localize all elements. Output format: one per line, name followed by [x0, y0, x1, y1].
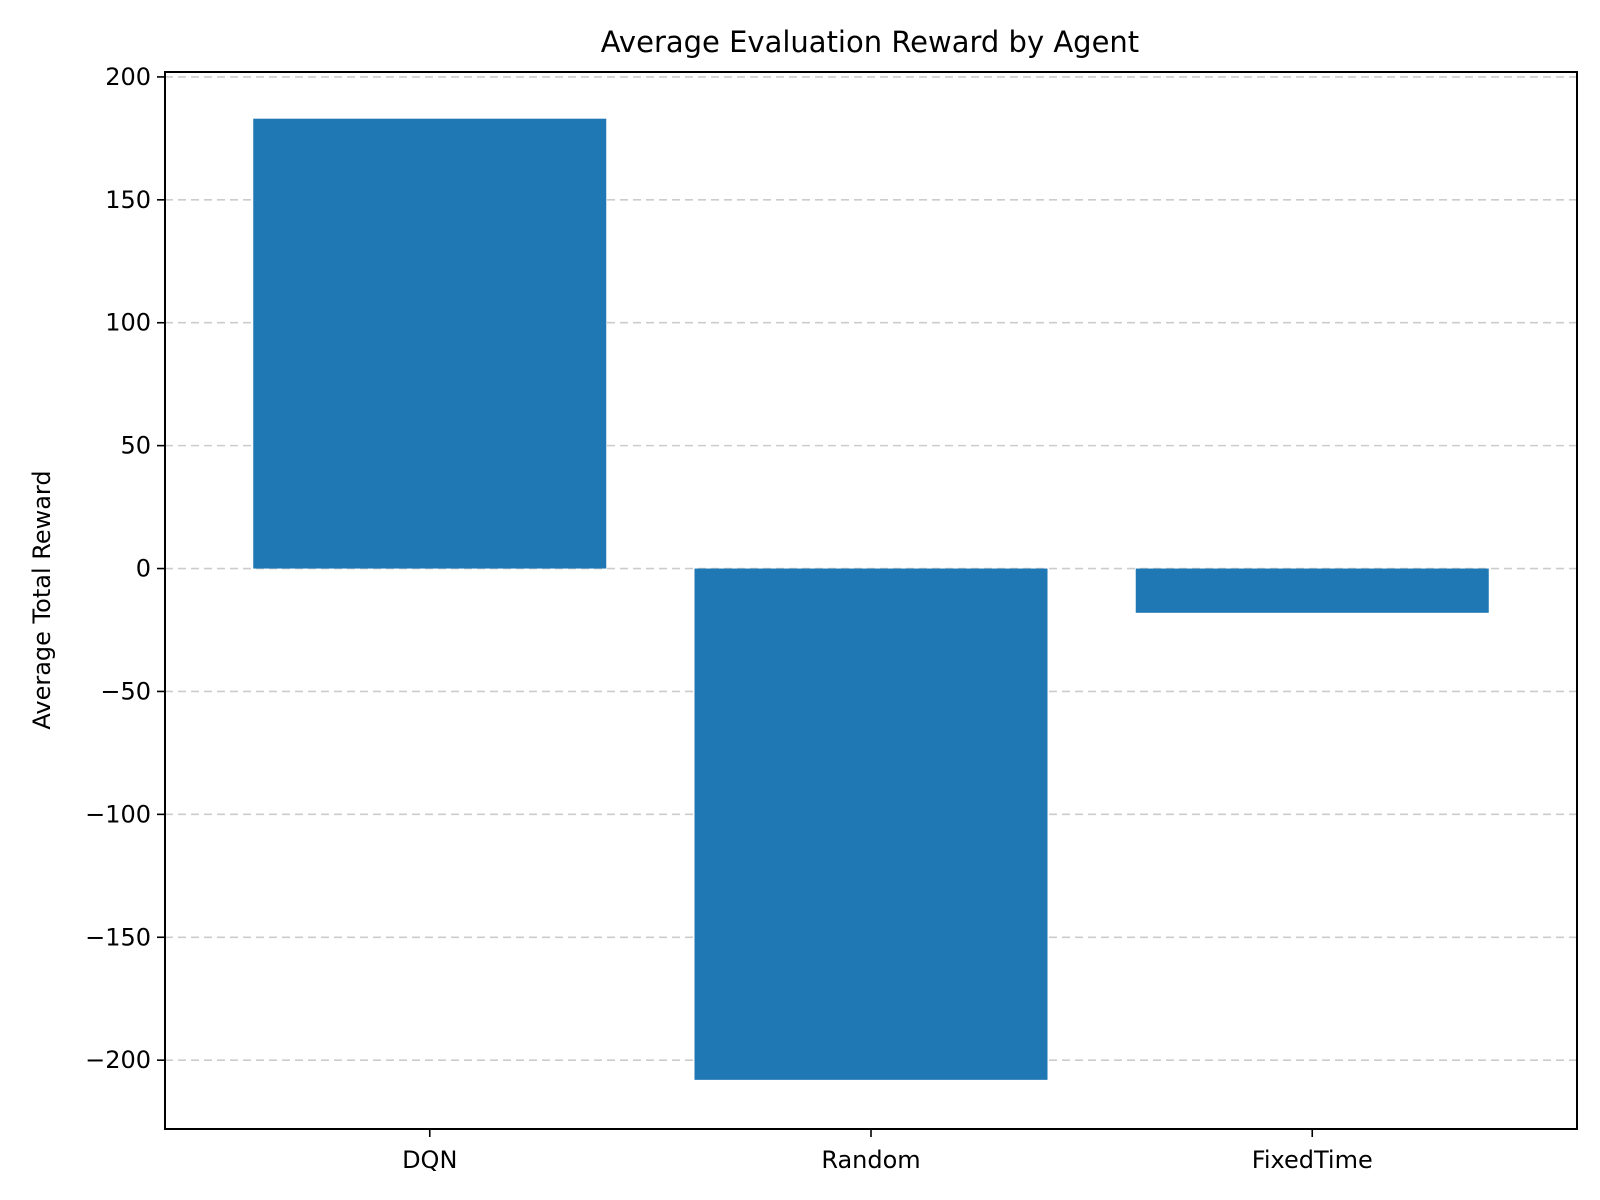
y-tick-label: −50	[100, 677, 151, 705]
y-axis-label: Average Total Reward	[28, 470, 56, 729]
y-tick-label: −200	[85, 1046, 151, 1074]
x-tick-label: DQN	[402, 1146, 457, 1174]
plot-frame	[164, 71, 1578, 1130]
x-tick-label: FixedTime	[1252, 1146, 1373, 1174]
bars	[253, 118, 1489, 1080]
axis-ticks: 200 150 100 50 0 −50 −100 −150 −200 DQN Random Fixe…	[85, 63, 1373, 1174]
bar-fixedtime	[1135, 568, 1489, 613]
y-tick-label: −100	[85, 800, 151, 828]
y-tick-label: 150	[105, 186, 151, 214]
y-tick-label: 50	[120, 432, 151, 460]
bar-dqn	[253, 118, 607, 569]
y-tick-label: 200	[105, 63, 151, 91]
bar-random	[694, 568, 1048, 1080]
x-tick-label: Random	[821, 1146, 920, 1174]
chart-title: Average Evaluation Reward by Agent	[601, 25, 1139, 59]
y-tick-label: 0	[136, 555, 151, 583]
y-tick-label: 100	[105, 309, 151, 337]
y-tick-label: −150	[85, 923, 151, 951]
